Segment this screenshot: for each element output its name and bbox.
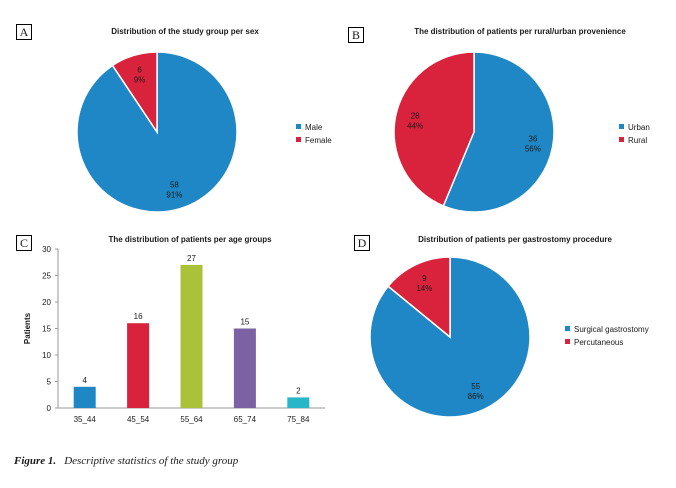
y-tick-label: 5 — [47, 378, 52, 387]
slice-value-label: 6 — [137, 66, 142, 75]
x-tick-label: 55_64 — [180, 415, 203, 424]
pie-slice-urban — [442, 51, 555, 213]
legend-label-urban: Urban — [628, 123, 650, 132]
slice-percent-label: 14% — [416, 284, 432, 293]
slice-percent-label: 9% — [134, 76, 146, 85]
pie-slice-percutaneous — [387, 256, 451, 339]
bar-value-label: 16 — [134, 312, 143, 321]
panel-c: C The distribution of patients per age g… — [0, 225, 340, 445]
legend-swatch-female — [296, 137, 301, 142]
bar-chart-age-groups: 0 5 10 15 20 25 30 Patients 4 35_44 16 45_54 27 55_64… — [23, 245, 325, 424]
legend-swatch-percutaneous — [565, 339, 570, 344]
slice-value-label: 36 — [528, 135, 537, 144]
slice-percent-label: 91% — [166, 190, 182, 199]
y-axis-label: Patients — [23, 312, 32, 344]
panel-letter-b: B — [348, 27, 364, 43]
slice-percent-label: 56% — [525, 145, 541, 154]
legend-swatch-urban — [619, 124, 624, 129]
y-tick-label: 0 — [47, 404, 52, 413]
y-tick-label: 25 — [42, 272, 51, 281]
panel-letter-d: D — [354, 235, 370, 251]
chart-title-a: Distribution of the study group per sex — [111, 27, 259, 36]
legend-swatch-rural — [619, 137, 624, 142]
y-tick-label: 15 — [42, 325, 51, 334]
panel-a: A Distribution of the study group per se… — [0, 0, 340, 225]
panel-letter-c: C — [16, 235, 32, 251]
bar-45_54 — [127, 323, 150, 408]
y-tick-label: 30 — [42, 245, 51, 254]
bar-65_74 — [233, 328, 256, 408]
x-tick-label: 75_84 — [287, 415, 310, 424]
panel-b: B The distribution of patients per rural… — [340, 0, 676, 225]
slice-value-label: 9 — [422, 274, 427, 283]
bar-value-label: 4 — [82, 376, 87, 385]
slice-percent-label: 44% — [407, 121, 423, 130]
bar-value-label: 27 — [187, 254, 196, 263]
legend-label-male: Male — [305, 123, 323, 132]
slice-value-label: 28 — [411, 111, 420, 120]
x-tick-label: 45_54 — [127, 415, 150, 424]
panel-letter-a: A — [16, 24, 32, 40]
legend-label-surgical-gastrostomy: Surgical gastrostomy — [574, 325, 649, 334]
chart-title-d: Distribution of patients per gastrostomy… — [418, 235, 612, 244]
y-tick-label: 10 — [42, 351, 51, 360]
figure-label: Figure 1. — [14, 455, 57, 467]
x-tick-label: 35_44 — [74, 415, 97, 424]
panel-d: D Distribution of patients per gastrosto… — [340, 225, 676, 445]
legend-label-rural: Rural — [628, 136, 647, 145]
bar-value-label: 2 — [296, 386, 301, 395]
pie-slice-rural — [393, 51, 475, 207]
slice-value-label: 58 — [170, 180, 179, 189]
bar-75_84 — [287, 397, 310, 408]
legend-swatch-surgical-gastrostomy — [565, 326, 570, 331]
figure-caption-text: Descriptive statistics of the study grou… — [64, 455, 239, 467]
slice-percent-label: 86% — [468, 392, 484, 401]
figure-caption: Figure 1. Descriptive statistics of the s… — [14, 455, 238, 467]
slice-value-label: 55 — [471, 382, 480, 391]
bar-value-label: 15 — [240, 318, 249, 327]
x-tick-label: 65_74 — [234, 415, 257, 424]
y-tick-label: 20 — [42, 298, 51, 307]
bar-55_64 — [180, 264, 203, 408]
legend-swatch-male — [296, 124, 301, 129]
bar-35_44 — [73, 386, 96, 408]
legend-label-female: Female — [305, 136, 332, 145]
legend-label-percutaneous: Percutaneous — [574, 338, 623, 347]
pie-slice-female — [111, 51, 158, 135]
chart-title-c: The distribution of patients per age gro… — [108, 235, 272, 244]
chart-title-b: The distribution of patients per rural/u… — [414, 27, 626, 36]
